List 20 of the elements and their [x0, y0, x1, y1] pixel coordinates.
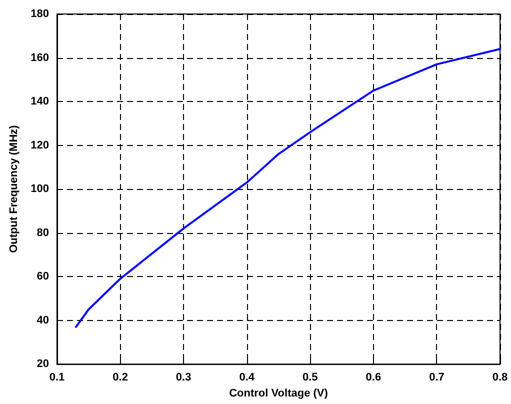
y-tick-label: 160: [30, 52, 49, 64]
y-tick-label: 180: [30, 8, 49, 20]
y-tick-label: 120: [30, 139, 49, 152]
y-axis-title: Output Frequency (MHz): [8, 124, 20, 253]
x-tick-label: 0.5: [302, 372, 318, 384]
x-tick-label: 0.6: [366, 372, 382, 384]
x-tick-label: 0.8: [492, 372, 508, 384]
x-tick-label: 0.4: [239, 372, 256, 384]
x-tick-label: 0.1: [49, 372, 65, 384]
x-axis-title: Control Voltage (V): [229, 388, 328, 400]
x-tick-label: 0.2: [112, 372, 128, 384]
x-tick-label: 0.7: [429, 372, 444, 384]
line-series: [74, 48, 501, 328]
y-tick-label: 40: [36, 314, 49, 326]
x-tick-label: 0.3: [176, 372, 192, 384]
y-tick-label: 60: [36, 270, 49, 283]
y-tick-label: 100: [30, 183, 49, 196]
y-tick-label: 80: [36, 226, 49, 239]
y-tick-label: 20: [36, 358, 49, 370]
y-tick-label: 140: [30, 96, 49, 108]
